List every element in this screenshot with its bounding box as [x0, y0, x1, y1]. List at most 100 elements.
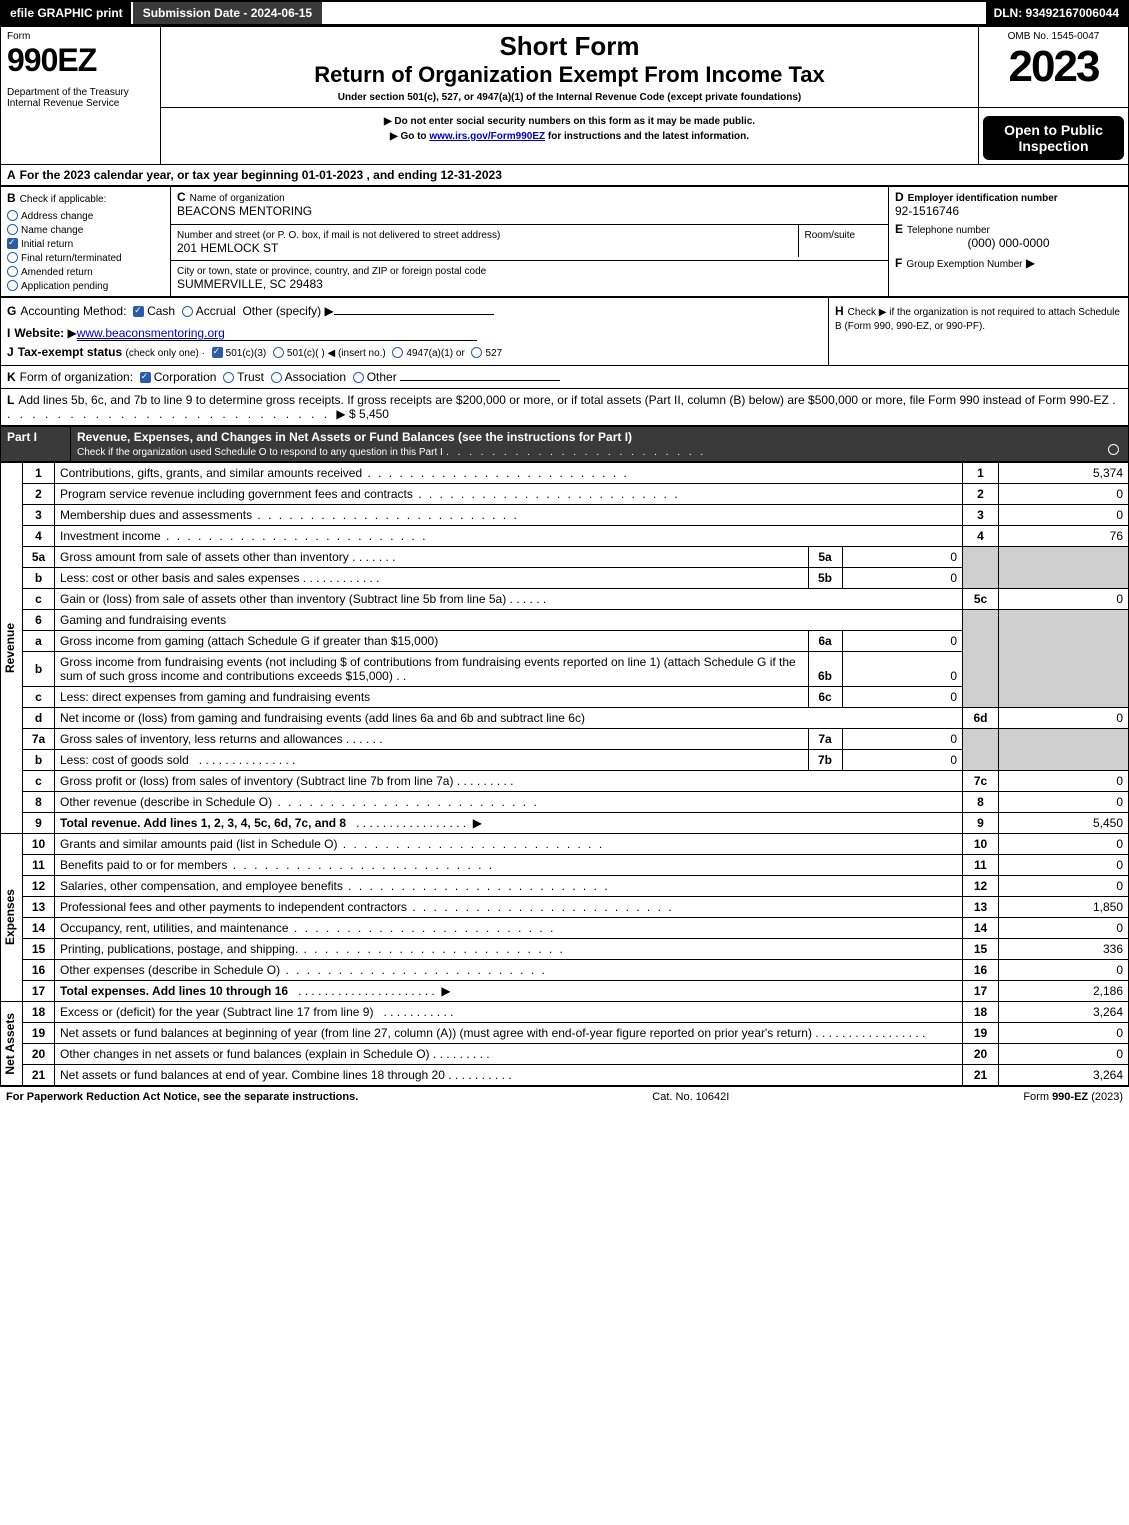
- ein-value: 92-1516746: [895, 204, 1122, 218]
- page-footer: For Paperwork Reduction Act Notice, see …: [0, 1086, 1129, 1107]
- line-21-amt: 3,264: [999, 1065, 1129, 1086]
- line-19-text: Net assets or fund balances at beginning…: [60, 1026, 812, 1040]
- line-4-amt: 76: [999, 526, 1129, 547]
- line-8-text: Other revenue (describe in Schedule O): [60, 795, 272, 809]
- goto-line: Go to www.irs.gov/Form990EZ for instruct…: [169, 131, 970, 142]
- line-7c-amt: 0: [999, 771, 1129, 792]
- group-exemption-label: Group Exemption Number: [906, 259, 1022, 270]
- line-18-text: Excess or (deficit) for the year (Subtra…: [60, 1005, 373, 1019]
- line-17-amt: 2,186: [999, 981, 1129, 1002]
- line-18-amt: 3,264: [999, 1002, 1129, 1023]
- line-20-text: Other changes in net assets or fund bala…: [60, 1047, 430, 1061]
- chk-corporation[interactable]: [140, 372, 151, 383]
- part1-check-note: Check if the organization used Schedule …: [77, 447, 443, 458]
- line-6d-amt: 0: [999, 708, 1129, 729]
- line-10-text: Grants and similar amounts paid (list in…: [60, 837, 337, 851]
- chk-final-return[interactable]: Final return/terminated: [7, 250, 164, 264]
- chk-cash[interactable]: [133, 306, 144, 317]
- line-5c-amt: 0: [999, 589, 1129, 610]
- street-label: Number and street (or P. O. box, if mail…: [177, 230, 500, 241]
- omb-number: OMB No. 1545-0047: [983, 31, 1124, 42]
- other-org-input[interactable]: [400, 380, 560, 381]
- section-a: AFor the 2023 calendar year, or tax year…: [0, 165, 1129, 186]
- line-16-amt: 0: [999, 960, 1129, 981]
- line-5c-text: Gain or (loss) from sale of assets other…: [60, 592, 506, 606]
- line-15-text: Printing, publications, postage, and shi…: [60, 942, 298, 956]
- line-6c-text: Less: direct expenses from gaming and fu…: [60, 690, 370, 704]
- line-h-text: Check ▶ if the organization is not requi…: [835, 307, 1120, 332]
- chk-address-change[interactable]: Address change: [7, 208, 164, 222]
- part1-lines: Revenue 1Contributions, gifts, grants, a…: [0, 462, 1129, 1086]
- chk-name-change[interactable]: Name change: [7, 222, 164, 236]
- street-value: 201 HEMLOCK ST: [177, 241, 278, 255]
- line-4-text: Investment income: [60, 529, 161, 543]
- line-6b-text: Gross income from fundraising events (no…: [60, 655, 796, 683]
- line-1-text: Contributions, gifts, grants, and simila…: [60, 466, 362, 480]
- chk-schedule-o[interactable]: [1108, 444, 1119, 455]
- phone-label: Telephone number: [907, 225, 990, 236]
- line-6a-sub: 0: [842, 631, 962, 651]
- subtitle: Under section 501(c), 527, or 4947(a)(1)…: [169, 92, 970, 103]
- city-value: SUMMERVILLE, SC 29483: [177, 277, 323, 291]
- line-3-text: Membership dues and assessments: [60, 508, 252, 522]
- line-1-amt: 5,374: [999, 463, 1129, 484]
- website-link[interactable]: www.beaconsmentoring.org: [77, 326, 477, 341]
- chk-501c3[interactable]: [212, 347, 223, 358]
- goto-post: for instructions and the latest informat…: [545, 131, 749, 142]
- chk-initial-return[interactable]: Initial return: [7, 236, 164, 250]
- form-word: Form: [7, 31, 154, 42]
- line-7c-text: Gross profit or (loss) from sales of inv…: [60, 774, 453, 788]
- line-l-value: $ 5,450: [349, 407, 389, 421]
- line-5b-text: Less: cost or other basis and sales expe…: [60, 571, 299, 585]
- line-5a-text: Gross amount from sale of assets other t…: [60, 550, 349, 564]
- other-method-input[interactable]: [334, 314, 494, 315]
- tax-year: 2023: [983, 42, 1124, 92]
- line-17-text: Total expenses. Add lines 10 through 16: [60, 984, 288, 998]
- line-10-amt: 0: [999, 834, 1129, 855]
- line-7b-text: Less: cost of goods sold: [60, 753, 189, 767]
- chk-527[interactable]: [471, 347, 482, 358]
- submission-date: Submission Date - 2024-06-15: [133, 2, 322, 24]
- line-l-text: Add lines 5b, 6c, and 7b to line 9 to de…: [18, 393, 1109, 407]
- part1-label: Part I: [7, 430, 37, 444]
- irs-link[interactable]: www.irs.gov/Form990EZ: [429, 131, 545, 142]
- line-5a-sub: 0: [842, 547, 962, 567]
- line-6c-sub: 0: [842, 687, 962, 707]
- topbar-spacer: [322, 2, 985, 24]
- line-2-text: Program service revenue including govern…: [60, 487, 413, 501]
- line-12-amt: 0: [999, 876, 1129, 897]
- expenses-label: Expenses: [1, 883, 19, 951]
- chk-4947[interactable]: [392, 347, 403, 358]
- open-to-public: Open to Public Inspection: [983, 116, 1124, 160]
- org-name: BEACONS MENTORING: [177, 204, 312, 218]
- line-6d-text: Net income or (loss) from gaming and fun…: [60, 711, 585, 725]
- net-assets-label: Net Assets: [1, 1007, 19, 1081]
- chk-trust[interactable]: [223, 372, 234, 383]
- part1-title: Revenue, Expenses, and Changes in Net As…: [77, 430, 632, 444]
- form-number: 990EZ: [7, 42, 154, 79]
- return-title: Return of Organization Exempt From Incom…: [169, 62, 970, 88]
- box-b: BCheck if applicable: Address change Nam…: [7, 191, 164, 292]
- footer-left: For Paperwork Reduction Act Notice, see …: [6, 1091, 358, 1103]
- chk-other-org[interactable]: [353, 372, 364, 383]
- top-bar: efile GRAPHIC print Submission Date - 20…: [0, 0, 1129, 26]
- dln-label: DLN: 93492167006044: [986, 2, 1127, 24]
- chk-accrual[interactable]: [182, 306, 193, 317]
- line-g: GAccounting Method: Cash Accrual Other (…: [7, 304, 822, 318]
- line-2-amt: 0: [999, 484, 1129, 505]
- line-12-text: Salaries, other compensation, and employ…: [60, 879, 343, 893]
- phone-value: (000) 000-0000: [895, 236, 1122, 250]
- box-c-label: Name of organization: [190, 193, 285, 204]
- goto-pre: Go to: [400, 131, 429, 142]
- line-6b-sub: 0: [842, 652, 962, 686]
- line-3-amt: 0: [999, 505, 1129, 526]
- chk-501c[interactable]: [273, 347, 284, 358]
- chk-amended-return[interactable]: Amended return: [7, 264, 164, 278]
- line-7b-sub: 0: [842, 750, 962, 770]
- form-header: Form 990EZ Department of the Treasury In…: [0, 26, 1129, 165]
- chk-association[interactable]: [271, 372, 282, 383]
- line-15-amt: 336: [999, 939, 1129, 960]
- chk-application-pending[interactable]: Application pending: [7, 278, 164, 292]
- line-14-amt: 0: [999, 918, 1129, 939]
- efile-print-button[interactable]: efile GRAPHIC print: [2, 2, 133, 24]
